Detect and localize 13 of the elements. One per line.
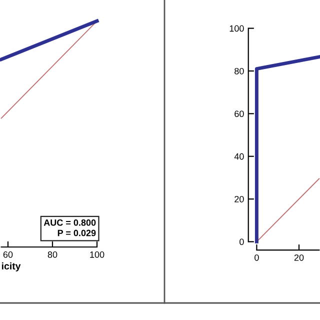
y-tick-label: 80: [234, 68, 244, 74]
annotation: AUC = 0.800 P = 0.029: [44, 219, 96, 236]
y-tick-label: 100: [230, 25, 244, 32]
y-tick-label: 60: [234, 110, 244, 118]
x-tick-label: 100: [90, 251, 104, 258]
y-tick-label: 20: [234, 196, 244, 202]
x-tick-label: 20: [294, 254, 304, 261]
y-tick-label: 0: [240, 238, 244, 246]
x-tick-label: 60: [3, 251, 13, 258]
y-tick-label: 40: [234, 153, 244, 160]
x-axis-title: icity: [2, 262, 21, 272]
x-tick-label: 0: [254, 254, 259, 261]
x-tick-label: 80: [48, 251, 58, 258]
